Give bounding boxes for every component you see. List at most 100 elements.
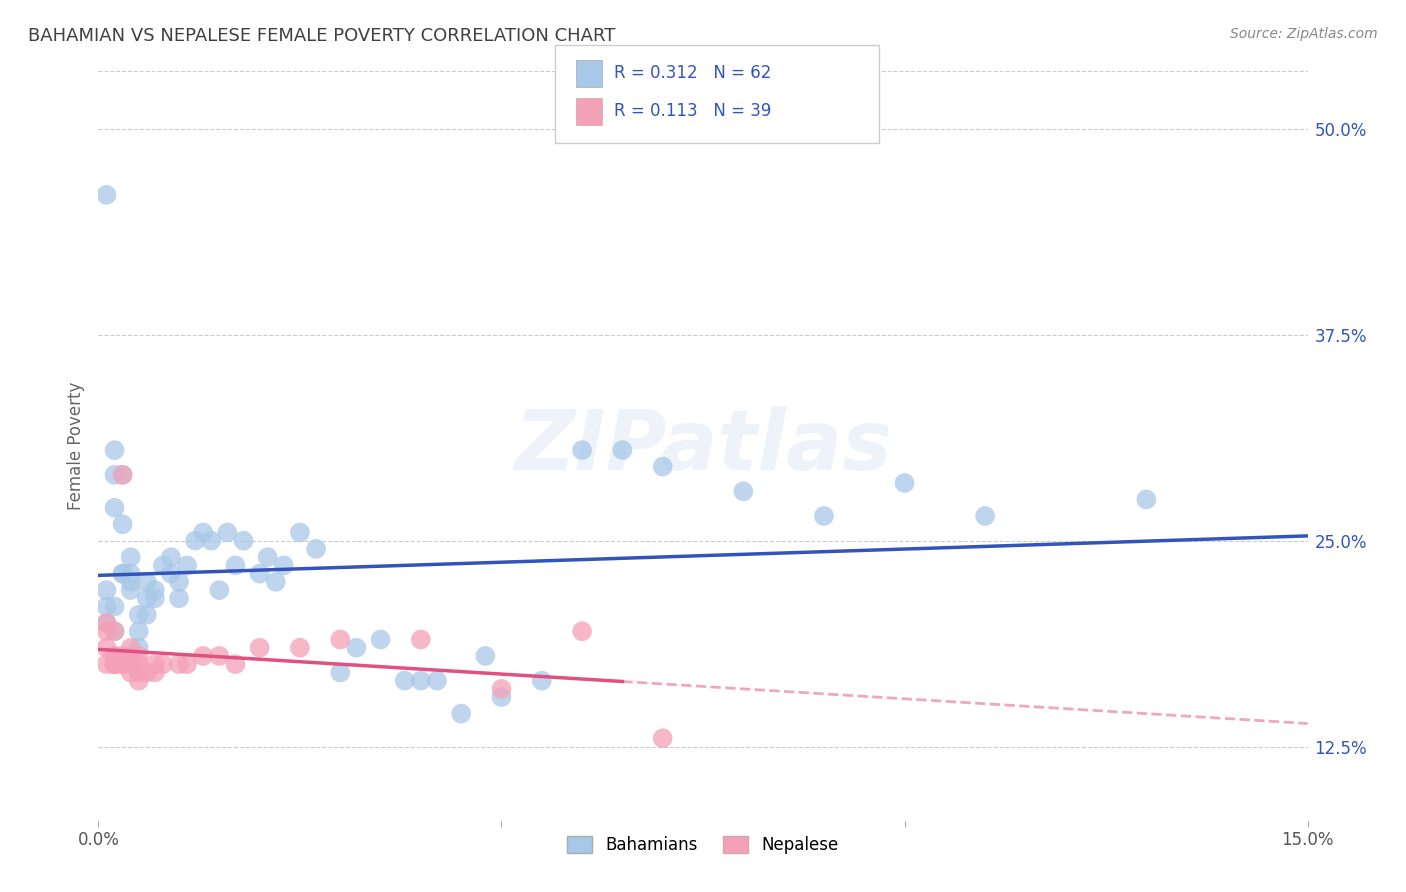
Point — [491, 681, 513, 696]
Point — [128, 640, 150, 655]
Point — [571, 443, 593, 458]
Point — [370, 632, 392, 647]
Point — [96, 624, 118, 639]
Point — [111, 657, 134, 672]
Point — [893, 476, 915, 491]
Point — [128, 648, 150, 663]
Point — [96, 640, 118, 655]
Point — [651, 459, 673, 474]
Point — [103, 467, 125, 482]
Point — [103, 443, 125, 458]
Point — [96, 615, 118, 630]
Point — [224, 558, 246, 573]
Point — [167, 591, 190, 606]
Point — [1135, 492, 1157, 507]
Point — [491, 690, 513, 705]
Point — [409, 673, 432, 688]
Point — [232, 533, 254, 548]
Point — [184, 533, 207, 548]
Point — [103, 657, 125, 672]
Point — [111, 566, 134, 581]
Point — [143, 583, 166, 598]
Point — [128, 665, 150, 680]
Point — [143, 657, 166, 672]
Point — [96, 187, 118, 202]
Point — [394, 673, 416, 688]
Point — [128, 673, 150, 688]
Point — [111, 657, 134, 672]
Point — [128, 607, 150, 622]
Point — [273, 558, 295, 573]
Point — [103, 648, 125, 663]
Point — [103, 657, 125, 672]
Point — [167, 574, 190, 589]
Point — [530, 673, 553, 688]
Point — [329, 665, 352, 680]
Point — [128, 657, 150, 672]
Point — [111, 467, 134, 482]
Point — [111, 517, 134, 532]
Text: R = 0.113   N = 39: R = 0.113 N = 39 — [614, 103, 772, 120]
Point — [103, 500, 125, 515]
Point — [120, 657, 142, 672]
Point — [288, 525, 311, 540]
Point — [208, 648, 231, 663]
Point — [200, 533, 222, 548]
Point — [813, 508, 835, 523]
Point — [329, 632, 352, 647]
Point — [143, 591, 166, 606]
Point — [120, 574, 142, 589]
Point — [733, 484, 755, 499]
Point — [426, 673, 449, 688]
Point — [96, 657, 118, 672]
Point — [111, 467, 134, 482]
Point — [305, 541, 328, 556]
Point — [208, 583, 231, 598]
Point — [409, 632, 432, 647]
Point — [103, 657, 125, 672]
Point — [288, 640, 311, 655]
Point — [571, 624, 593, 639]
Point — [344, 640, 367, 655]
Point — [217, 525, 239, 540]
Point — [450, 706, 472, 721]
Text: Source: ZipAtlas.com: Source: ZipAtlas.com — [1230, 27, 1378, 41]
Point — [264, 574, 287, 589]
Point — [120, 665, 142, 680]
Point — [96, 615, 118, 630]
Point — [474, 648, 496, 663]
Point — [176, 558, 198, 573]
Point — [160, 566, 183, 581]
Point — [135, 607, 157, 622]
Point — [152, 657, 174, 672]
Point — [120, 566, 142, 581]
Point — [974, 508, 997, 523]
Point — [160, 550, 183, 565]
Point — [120, 648, 142, 663]
Point — [256, 550, 278, 565]
Point — [111, 566, 134, 581]
Point — [96, 599, 118, 614]
Point — [120, 550, 142, 565]
Point — [120, 583, 142, 598]
Point — [103, 599, 125, 614]
Point — [612, 443, 634, 458]
Point — [143, 665, 166, 680]
Y-axis label: Female Poverty: Female Poverty — [66, 382, 84, 510]
Point — [103, 624, 125, 639]
Legend: Bahamians, Nepalese: Bahamians, Nepalese — [561, 830, 845, 861]
Point — [103, 624, 125, 639]
Point — [249, 640, 271, 655]
Point — [135, 665, 157, 680]
Point — [224, 657, 246, 672]
Point — [193, 648, 215, 663]
Point — [152, 558, 174, 573]
Point — [96, 583, 118, 598]
Text: R = 0.312   N = 62: R = 0.312 N = 62 — [614, 64, 772, 82]
Point — [103, 657, 125, 672]
Point — [103, 648, 125, 663]
Point — [135, 574, 157, 589]
Point — [128, 624, 150, 639]
Point — [111, 648, 134, 663]
Point — [249, 566, 271, 581]
